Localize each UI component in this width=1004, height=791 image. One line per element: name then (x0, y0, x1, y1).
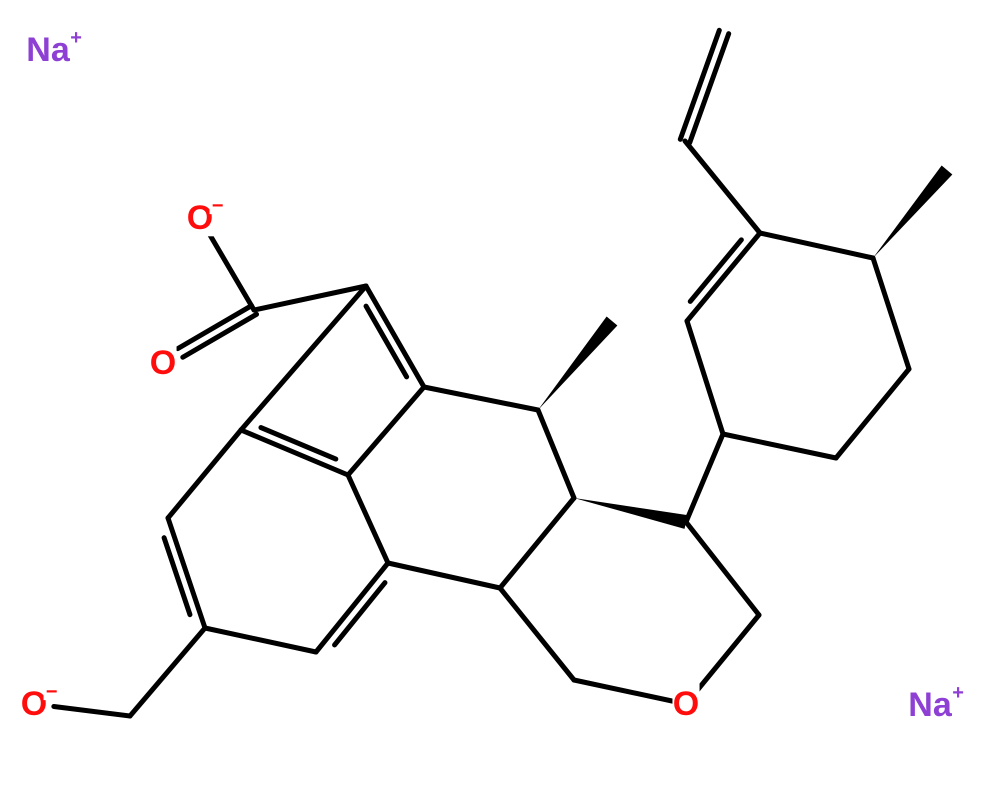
bond-single (130, 628, 205, 716)
bond-double-ar (241, 430, 348, 475)
atom-o-label: O (150, 344, 176, 382)
bonds-layer (54, 30, 953, 716)
bond-single (210, 235, 254, 310)
bond-single (873, 258, 909, 369)
bond-double (690, 34, 729, 143)
atom-charge: − (212, 195, 224, 217)
bond-single (686, 434, 723, 522)
atom-charge: − (46, 681, 58, 703)
bond-single (687, 321, 723, 434)
bond-double (183, 314, 257, 357)
bond-wedge (574, 498, 687, 529)
bond-single (168, 430, 241, 518)
bond-double-ar (316, 563, 388, 652)
bond-single (685, 141, 760, 233)
bond-single (500, 498, 574, 588)
atom-o-label: O (673, 685, 699, 723)
bond-single (348, 475, 388, 563)
bond-double-ar (687, 233, 760, 321)
bond-single (205, 628, 316, 652)
bond-double-ar (366, 286, 424, 387)
bond-single (348, 387, 424, 475)
bond-double (680, 30, 719, 139)
bond-double-ar-inner (335, 583, 385, 645)
bond-wedge (873, 165, 952, 258)
bond-single (538, 410, 574, 498)
bond-single (574, 680, 686, 704)
bond-single (836, 369, 909, 458)
bond-single (500, 588, 574, 680)
bond-double (178, 306, 252, 349)
bond-single (760, 233, 873, 258)
bond-wedge (538, 317, 617, 410)
bond-double-ar-inner (690, 240, 741, 302)
bond-single (686, 522, 759, 615)
bond-single (723, 434, 836, 458)
atoms-layer: Na+Na+O−OO−O (20, 26, 968, 724)
atom-o-label: O (21, 685, 47, 723)
bond-single (424, 387, 538, 410)
atom-o-label: O (187, 199, 213, 237)
bond-single (54, 706, 130, 716)
atom-na-label: Na (26, 31, 71, 69)
atom-na-label: Na (908, 686, 953, 724)
atom-charge: + (70, 27, 82, 49)
bond-single (388, 563, 500, 588)
atom-charge: + (952, 682, 964, 704)
molecule-diagram: Na+Na+O−OO−O (0, 0, 1004, 791)
